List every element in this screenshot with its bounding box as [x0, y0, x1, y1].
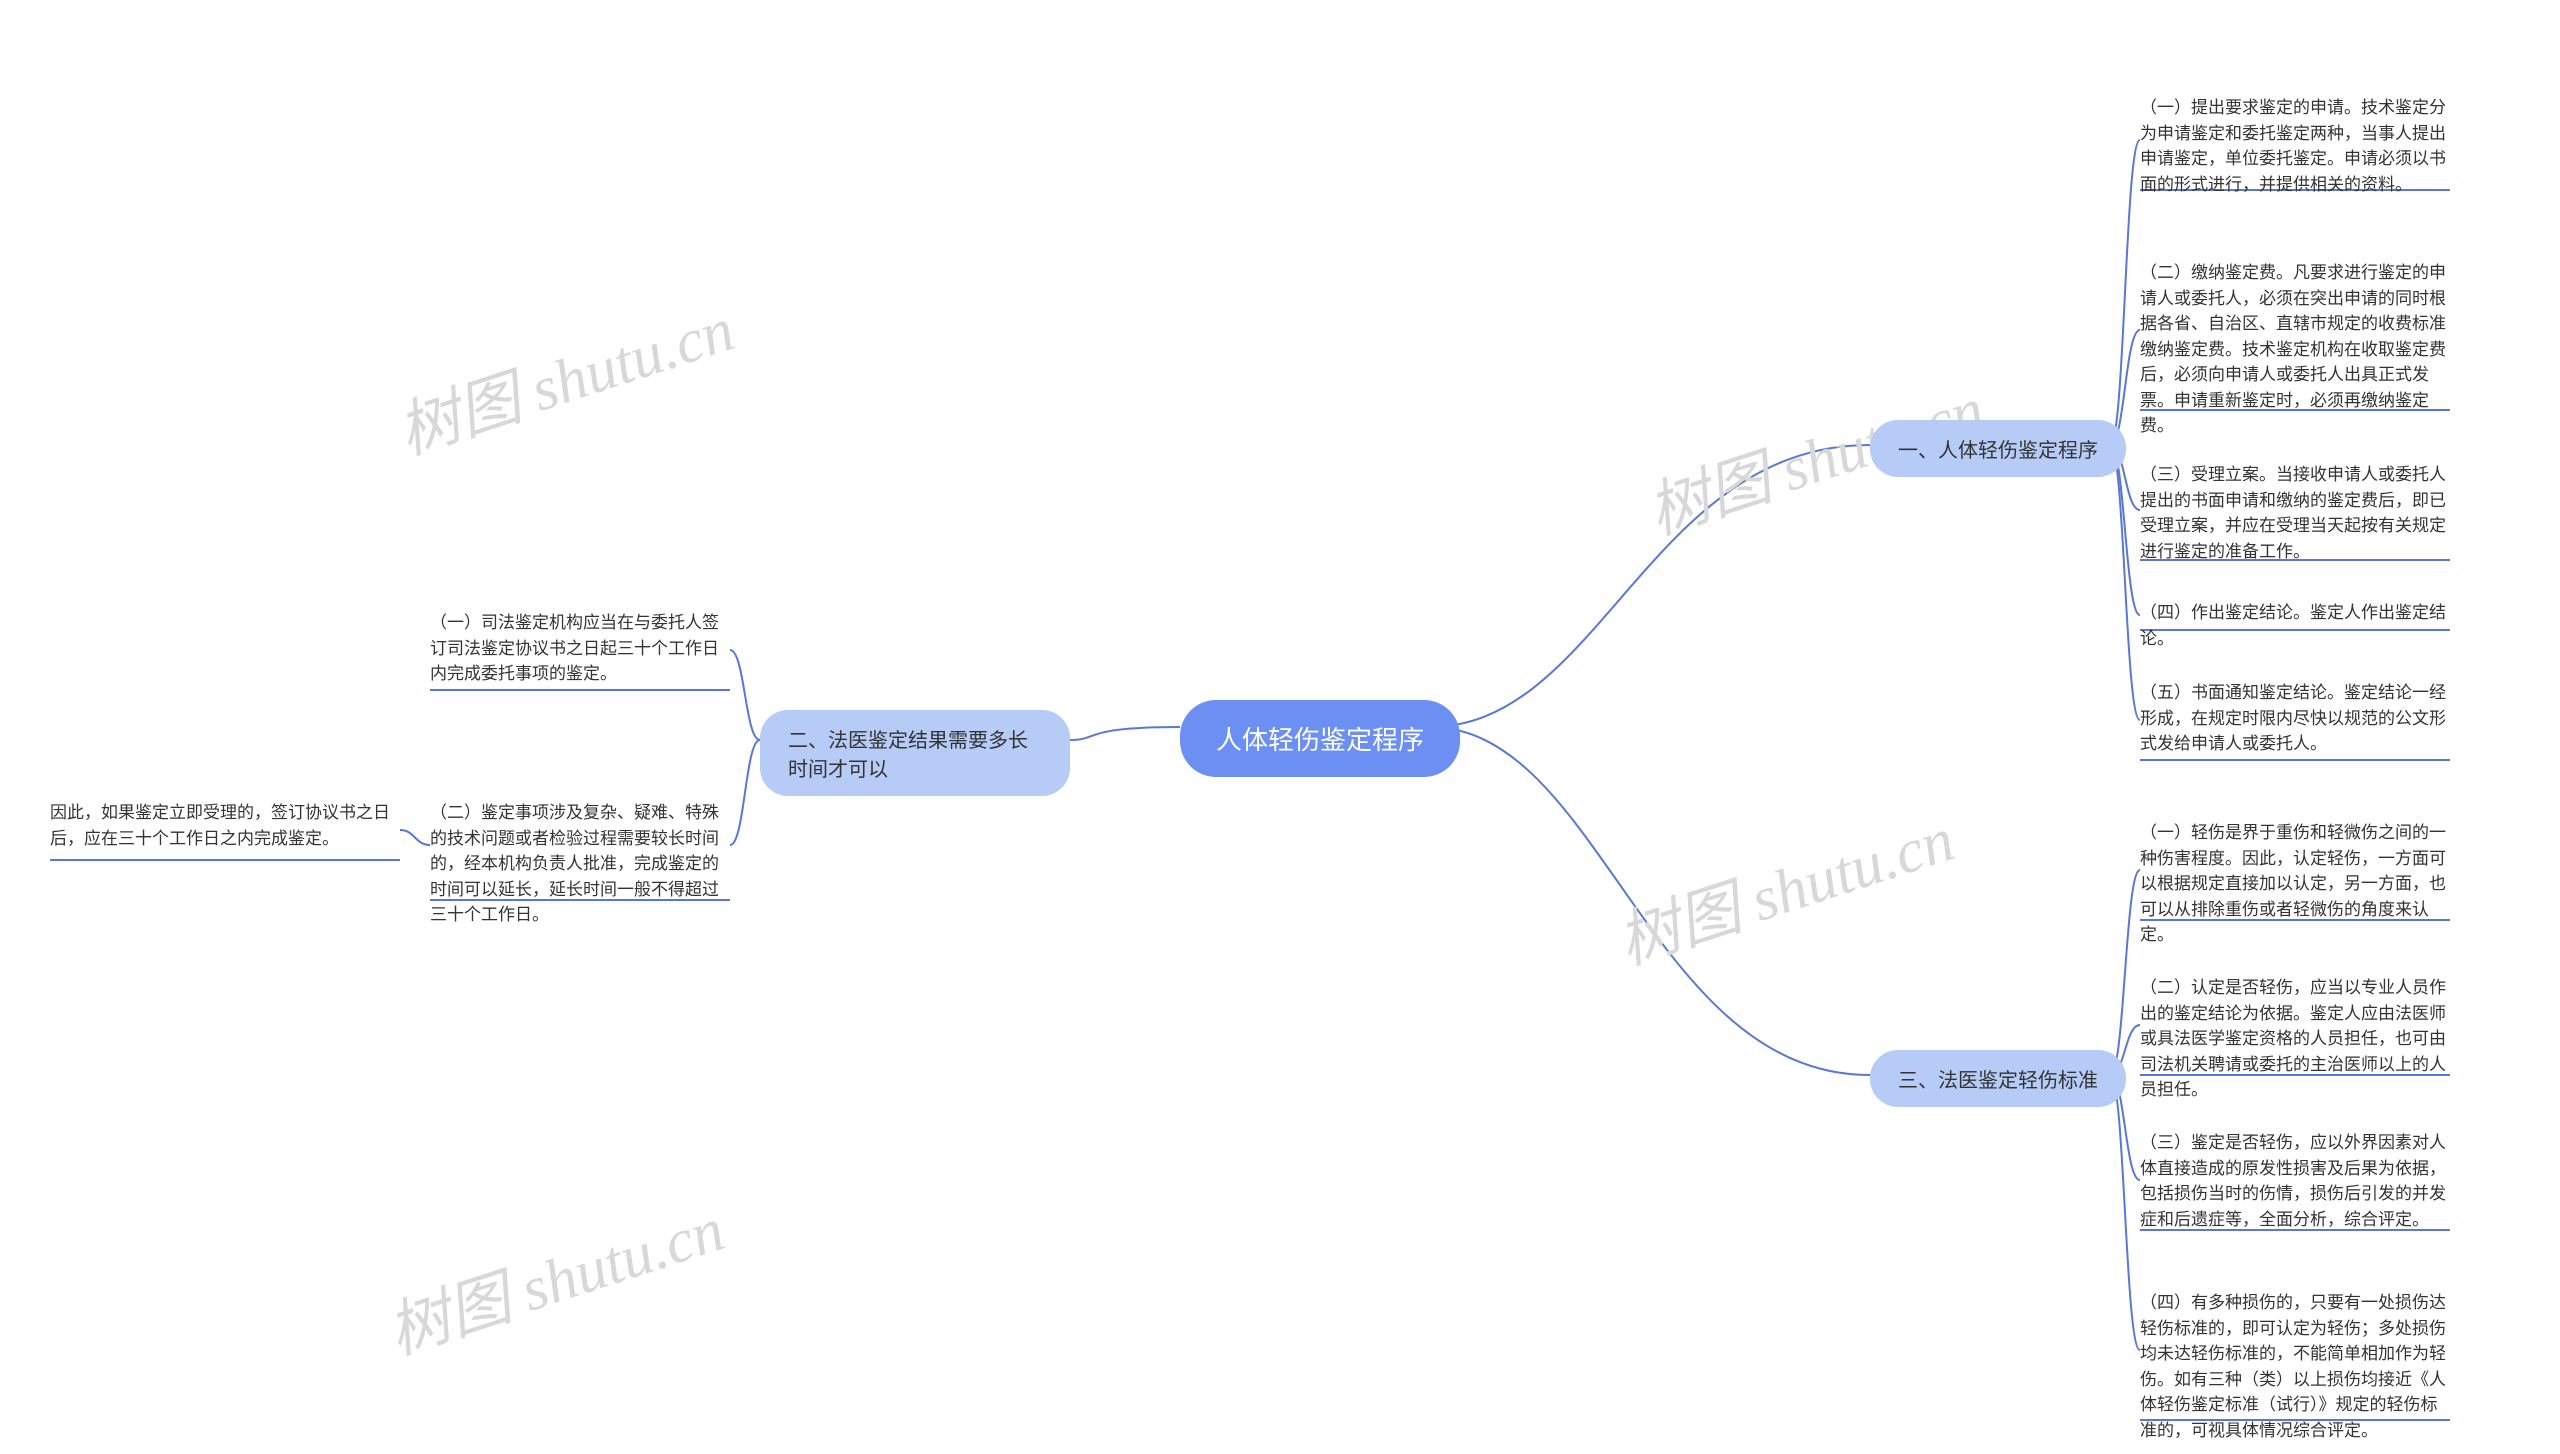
- leaf-node: （二）认定是否轻伤，应当以专业人员作出的鉴定结论为依据。鉴定人应由法医师或具法医…: [2140, 975, 2450, 1103]
- leaf-node: （二）鉴定事项涉及复杂、疑难、特殊的技术问题或者检验过程需要较长时间的，经本机构…: [430, 800, 730, 928]
- branch-node-2[interactable]: 二、法医鉴定结果需要多长时间才可以: [760, 710, 1070, 796]
- branch-2-label: 二、法医鉴定结果需要多长时间才可以: [788, 730, 1028, 781]
- branch-node-3[interactable]: 三、法医鉴定轻伤标准: [1870, 1050, 2126, 1107]
- branch-3-label: 三、法医鉴定轻伤标准: [1898, 1070, 2098, 1092]
- branch-node-1[interactable]: 一、人体轻伤鉴定程序: [1870, 420, 2126, 477]
- leaf-node: （三）受理立案。当接收申请人或委托人提出的书面申请和缴纳的鉴定费后，即已受理立案…: [2140, 462, 2450, 564]
- root-label: 人体轻伤鉴定程序: [1216, 725, 1424, 755]
- watermark: 树图 shutu.cn: [1605, 788, 1964, 981]
- leaf-node: （二）缴纳鉴定费。凡要求进行鉴定的申请人或委托人，必须在突出申请的同时根据各省、…: [2140, 260, 2450, 439]
- leaf-node: （一）司法鉴定机构应当在与委托人签订司法鉴定协议书之日起三十个工作日内完成委托事…: [430, 610, 730, 687]
- mindmap-canvas: 树图 shutu.cn 树图 shutu.cn 树图 shutu.cn 树图 s…: [0, 0, 2560, 1454]
- branch-1-label: 一、人体轻伤鉴定程序: [1898, 440, 2098, 462]
- leaf-node: （四）有多种损伤的，只要有一处损伤达轻伤标准的，即可认定为轻伤；多处损伤均未达轻…: [2140, 1290, 2450, 1443]
- leaf-node-sub: 因此，如果鉴定立即受理的，签订协议书之日后，应在三十个工作日之内完成鉴定。: [50, 800, 400, 851]
- leaf-node: （四）作出鉴定结论。鉴定人作出鉴定结论。: [2140, 600, 2450, 651]
- leaf-node: （三）鉴定是否轻伤，应以外界因素对人体直接造成的原发性损害及后果为依据，包括损伤…: [2140, 1130, 2450, 1232]
- leaf-node: （一）轻伤是界于重伤和轻微伤之间的一种伤害程度。因此，认定轻伤，一方面可以根据规…: [2140, 820, 2450, 948]
- watermark: 树图 shutu.cn: [375, 1178, 734, 1371]
- root-node[interactable]: 人体轻伤鉴定程序: [1180, 700, 1460, 777]
- watermark: 树图 shutu.cn: [385, 278, 744, 471]
- leaf-node: （五）书面通知鉴定结论。鉴定结论一经形成，在规定时限内尽快以规范的公文形式发给申…: [2140, 680, 2450, 757]
- leaf-node: （一）提出要求鉴定的申请。技术鉴定分为申请鉴定和委托鉴定两种，当事人提出申请鉴定…: [2140, 95, 2450, 197]
